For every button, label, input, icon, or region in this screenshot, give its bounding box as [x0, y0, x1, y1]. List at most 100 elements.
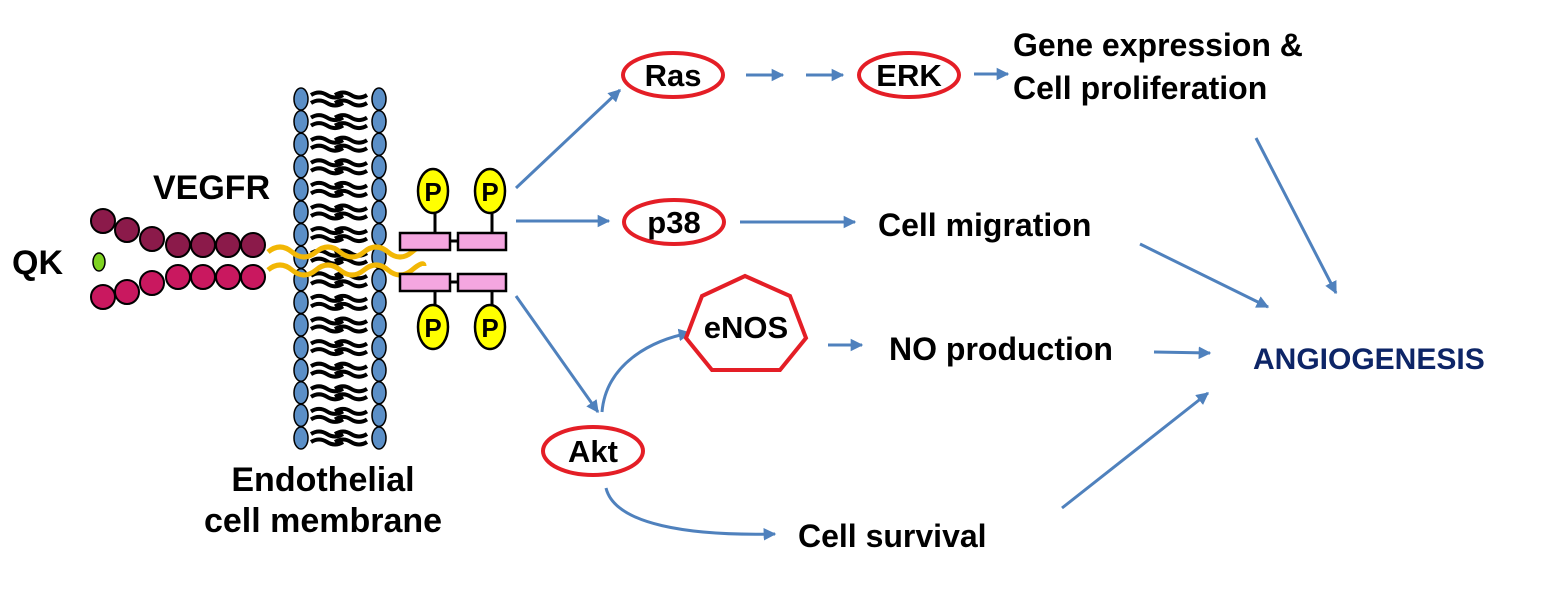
membrane-label-line2: cell membrane	[204, 502, 442, 540]
lipid-head	[293, 109, 309, 134]
gene-expression-label-line2: Cell proliferation	[1013, 70, 1267, 106]
lipid-tail	[309, 203, 345, 221]
lipid-tail	[309, 158, 345, 176]
lipid-head	[371, 358, 387, 382]
qk-label: QK	[12, 244, 63, 282]
linker-lower	[266, 261, 427, 278]
arrow-receptor-to-akt	[514, 295, 600, 414]
kinase-box-bottom-right	[456, 272, 508, 293]
lipid-tail	[333, 90, 369, 108]
lipid-head	[371, 290, 387, 315]
lipid-head	[293, 177, 309, 202]
phospho-group-3	[416, 303, 450, 351]
lipid-tail	[309, 361, 345, 379]
gene-expression-label-line1: Gene expression &	[1013, 27, 1303, 63]
phospho-label-3: P	[424, 313, 441, 343]
enos-label: eNOS	[704, 310, 788, 345]
qk-ligand	[92, 252, 106, 272]
lipid-head	[371, 87, 387, 111]
arrow-akt-to-enos	[600, 328, 692, 413]
lipid-bilayer-membrane	[293, 87, 387, 450]
phospho-group-4	[473, 303, 507, 351]
lipid-tail	[309, 180, 345, 198]
arrow-akt-to-survival	[604, 487, 777, 541]
lipid-head	[371, 335, 387, 360]
lipid-tail	[309, 429, 345, 447]
lipid-tail	[309, 316, 345, 334]
lipid-head	[293, 200, 309, 224]
lipid-tail	[333, 339, 369, 357]
lipid-tail	[333, 384, 369, 402]
vegfr-label: VEGFR	[153, 169, 270, 207]
akt-node	[541, 425, 645, 477]
lipid-tail	[333, 180, 369, 198]
lipid-head	[293, 313, 309, 337]
lipid-tail	[309, 406, 345, 424]
lipid-head	[371, 177, 387, 202]
lipid-tail	[333, 135, 369, 153]
lipid-head	[293, 358, 309, 382]
akt-label: Akt	[568, 434, 618, 469]
ras-label: Ras	[645, 58, 702, 93]
lipid-tail	[309, 113, 345, 131]
lipid-head	[371, 381, 387, 405]
phospho-label-2: P	[481, 177, 498, 207]
lipid-head	[293, 335, 309, 360]
pathway-arrows	[514, 67, 1338, 541]
lipid-tail	[333, 429, 369, 447]
cell-survival-label: Cell survival	[798, 518, 987, 554]
lipid-tail	[333, 361, 369, 379]
vegfr-receptor: P P P P	[90, 167, 508, 351]
kinase-box-top-right	[456, 231, 508, 252]
phospho-label-4: P	[481, 313, 498, 343]
lipid-head	[293, 132, 309, 156]
cell-migration-label: Cell migration	[878, 207, 1091, 243]
lipid-head	[371, 403, 387, 428]
phospho-group-2	[473, 167, 507, 215]
lipid-head	[293, 381, 309, 405]
lipid-tail	[333, 293, 369, 311]
lipid-head	[371, 222, 387, 247]
lipid-tail	[309, 226, 345, 244]
lipid-tail	[309, 384, 345, 402]
erk-node	[857, 51, 961, 99]
lipid-head	[371, 155, 387, 179]
lipid-head	[371, 268, 387, 292]
lipid-head	[371, 426, 387, 450]
lipid-head	[293, 222, 309, 247]
no-production-label: NO production	[889, 331, 1113, 367]
ras-node	[621, 51, 725, 99]
lipid-tail	[309, 271, 345, 289]
lipid-tail	[333, 226, 369, 244]
p38-node	[622, 198, 726, 246]
lipid-tail	[333, 316, 369, 334]
enos-node	[683, 273, 809, 372]
lipid-head	[371, 109, 387, 134]
arrow-migration-to-angio	[1139, 242, 1270, 309]
phospho-group-1	[416, 167, 450, 215]
p38-label: p38	[647, 205, 700, 240]
lipid-tail	[309, 90, 345, 108]
arrow-gene-to-angio	[1254, 137, 1338, 295]
lipid-tail	[309, 135, 345, 153]
lipid-tail	[333, 113, 369, 131]
kinase-box-bottom-left	[398, 272, 452, 293]
erk-label: ERK	[876, 58, 942, 93]
arrow-receptor-to-ras	[514, 88, 622, 190]
angiogenesis-label: ANGIOGENESIS	[1253, 343, 1485, 376]
lipid-head	[293, 403, 309, 428]
lipid-tail	[309, 339, 345, 357]
lipid-head	[371, 200, 387, 224]
lipid-tail	[333, 158, 369, 176]
phospho-label-1: P	[424, 177, 441, 207]
lipid-head	[371, 313, 387, 337]
lipid-head	[293, 87, 309, 111]
lipid-head	[371, 132, 387, 156]
lipid-head	[293, 426, 309, 450]
lipid-tail	[333, 406, 369, 424]
lipid-head	[293, 290, 309, 315]
arrow-no-to-angio	[1153, 346, 1212, 360]
lipid-head	[293, 155, 309, 179]
kinase-box-top-left	[398, 231, 452, 252]
